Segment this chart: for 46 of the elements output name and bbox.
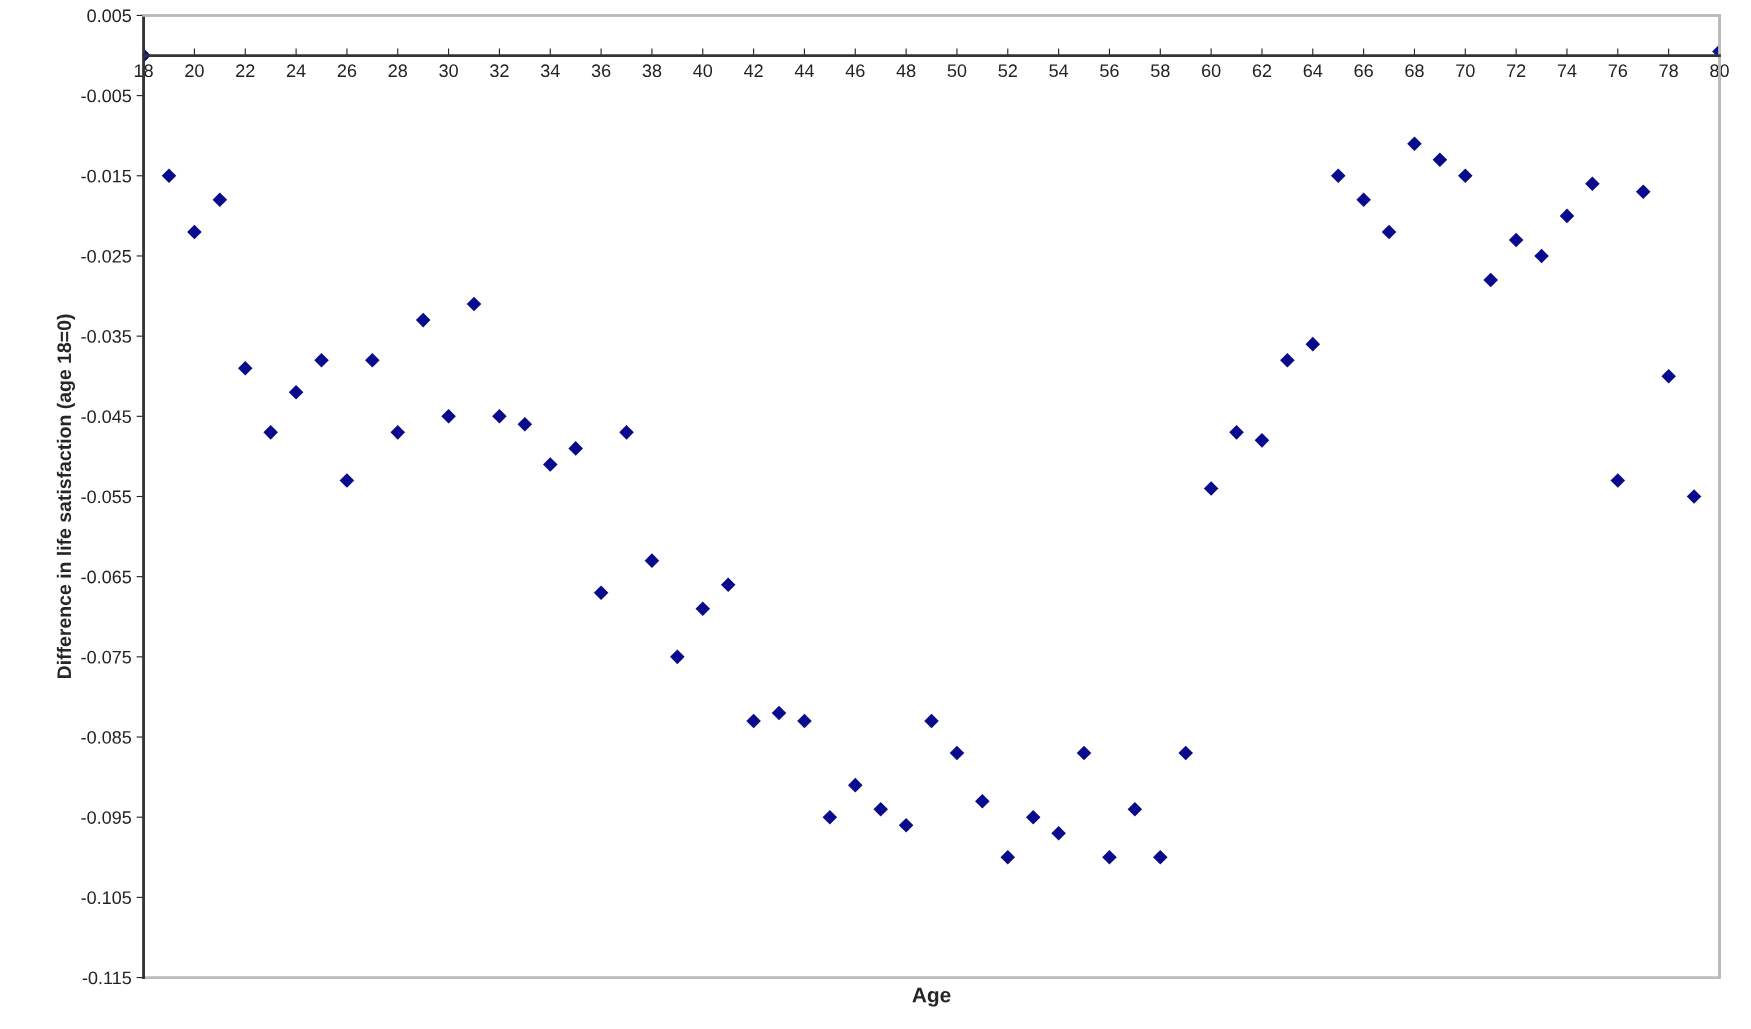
x-tick-label: 68 (1405, 64, 1424, 78)
x-tick-label: 64 (1303, 64, 1323, 78)
x-tick-label: 48 (896, 64, 916, 78)
x-tick-label: 40 (693, 64, 713, 78)
x-tick-label: 20 (185, 64, 204, 78)
y-tick-label: -0.035 (81, 330, 132, 343)
x-tick-label: 62 (1252, 64, 1272, 78)
x-tick-label: 38 (642, 64, 662, 78)
x-tick-label: 54 (1049, 64, 1069, 78)
y-tick-label: -0.065 (81, 570, 132, 584)
x-tick-label: 24 (286, 64, 306, 77)
y-tick-label: -0.015 (81, 169, 132, 183)
x-tick-label: 26 (337, 64, 357, 78)
y-tick-label: -0.005 (81, 89, 132, 103)
x-tick-label: 80 (1710, 64, 1729, 78)
x-tick-label: 42 (743, 64, 763, 77)
y-tick-label: -0.045 (81, 410, 132, 424)
x-tick-label: 58 (1150, 64, 1170, 78)
x-tick-label: 60 (1202, 64, 1221, 78)
x-tick-label: 30 (439, 64, 458, 78)
x-tick-label: 46 (845, 64, 865, 78)
x-tick-label: 56 (1100, 64, 1119, 78)
y-tick-label: -0.115 (82, 971, 132, 985)
x-tick-label: 76 (1608, 64, 1628, 78)
x-tick-label: 74 (1557, 64, 1577, 77)
x-tick-label: 34 (540, 64, 560, 78)
x-tick-label: 44 (794, 64, 814, 77)
y-tick-label: -0.105 (81, 891, 132, 905)
x-tick-label: 78 (1659, 64, 1678, 78)
y-tick-label: -0.025 (81, 249, 132, 263)
x-tick-label: 52 (998, 64, 1017, 78)
x-tick-label: 70 (1456, 64, 1475, 78)
x-tick-label: 50 (947, 64, 967, 78)
x-tick-label: 22 (236, 64, 255, 77)
x-axis-title: Age (912, 987, 951, 1007)
x-tick-label: 66 (1354, 64, 1373, 78)
x-tick-label: 36 (591, 64, 611, 78)
y-tick-label: 0.005 (87, 9, 132, 23)
y-tick-label: -0.055 (81, 490, 132, 504)
y-tick-label: -0.085 (81, 730, 132, 744)
x-tick-label: 72 (1507, 64, 1526, 77)
y-tick-label: -0.095 (81, 811, 132, 824)
x-tick-label: 28 (388, 64, 408, 78)
x-tick-label: 32 (490, 64, 509, 78)
y-axis-title: Difference in life satisfaction (age 18=0) (56, 314, 76, 679)
y-tick-label: -0.075 (81, 650, 132, 664)
